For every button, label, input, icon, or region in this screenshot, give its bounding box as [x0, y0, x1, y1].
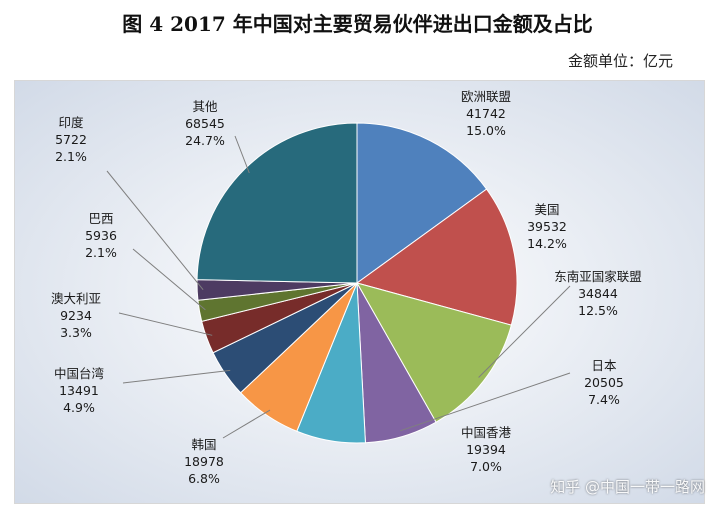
slice-label-percent-9: 2.1% [85, 245, 117, 260]
slice-label-name-3: 东南亚国家联盟 [554, 269, 642, 284]
slice-label-value-5: 19394 [466, 442, 506, 457]
pie-slice-2 [355, 188, 518, 326]
unit-label: 金额单位：亿元 [567, 52, 673, 70]
slice-label-value-3: 34844 [578, 286, 618, 301]
slice-label-value-4: 20505 [584, 375, 624, 390]
slice-label-name-7: 中国台湾 [54, 366, 104, 381]
slice-label-value-10: 5722 [55, 132, 87, 147]
slice-label-percent-11: 24.7% [185, 133, 225, 148]
leader-line-11 [234, 135, 250, 174]
leader-line-10 [106, 170, 204, 291]
slice-label-percent-8: 3.3% [60, 325, 92, 340]
slice-label-percent-4: 7.4% [588, 392, 620, 407]
leader-line-3 [478, 285, 571, 378]
slice-label-percent-10: 2.1% [55, 149, 87, 164]
pie-slice-3 [355, 282, 512, 423]
slice-label-name-9: 巴西 [88, 211, 113, 226]
slice-label-percent-1: 15.0% [466, 123, 506, 138]
slice-label-percent-2: 14.2% [527, 236, 567, 251]
slice-label-percent-3: 12.5% [578, 303, 618, 318]
watermark: 知乎 @中国一带一路网 [550, 478, 705, 496]
leader-line-8 [118, 312, 213, 336]
leader-line-9 [132, 248, 206, 311]
slice-label-value-11: 68545 [185, 116, 225, 131]
slice-label-name-6: 韩国 [191, 437, 216, 452]
slice-label-name-5: 中国香港 [461, 425, 512, 440]
pie-chart: 欧洲联盟 41742 15.0% 美国 39532 14.2% 东南亚国家联盟 34844 12… [15, 81, 704, 503]
chart-title: 图 4 2017 年中国对主要贸易伙伴进出口金额及占比 [122, 12, 593, 36]
chart-panel: 欧洲联盟 41742 15.0% 美国 39532 14.2% 东南亚国家联盟 34844 12… [14, 80, 705, 504]
slice-label-name-8: 澳大利亚 [51, 291, 101, 306]
slice-label-name-1: 欧洲联盟 [461, 89, 511, 104]
slice-label-percent-5: 7.0% [470, 459, 502, 474]
slice-label-value-7: 13491 [59, 383, 99, 398]
leader-line-7 [122, 369, 231, 384]
slice-label-name-11: 其他 [192, 99, 218, 114]
slice-label-name-4: 日本 [591, 358, 617, 373]
slice-label-value-6: 18978 [184, 454, 224, 469]
slice-label-value-9: 5936 [85, 228, 117, 243]
slice-label-percent-7: 4.9% [63, 400, 95, 415]
slice-label-value-1: 41742 [466, 106, 506, 121]
slice-label-percent-6: 6.8% [188, 471, 220, 486]
pie-slice-1 [356, 122, 488, 284]
slice-label-name-2: 美国 [534, 202, 559, 217]
slice-label-name-10: 印度 [58, 115, 84, 130]
pie-slice-11 [196, 122, 358, 284]
leader-line-6 [222, 409, 271, 439]
slice-label-value-8: 9234 [60, 308, 92, 323]
leader-line-4 [400, 372, 571, 432]
slice-label-value-2: 39532 [527, 219, 567, 234]
